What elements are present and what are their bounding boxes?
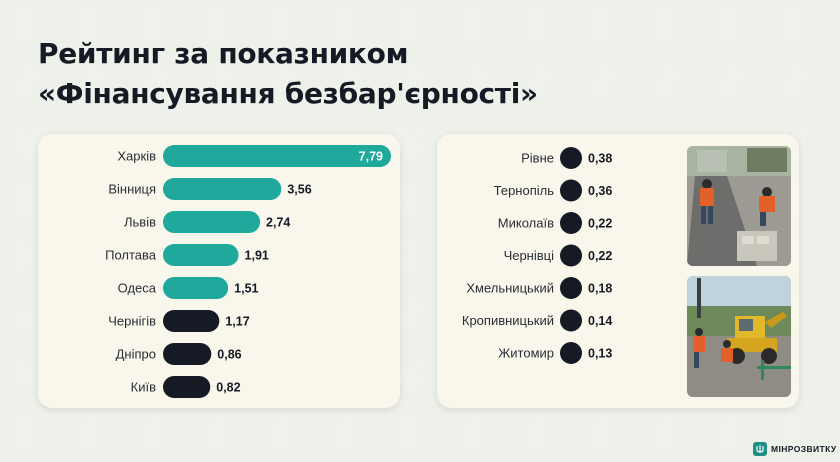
page-title: Рейтинг за показником «Фінансування безб…: [38, 34, 538, 114]
value-label: 1,17: [225, 315, 249, 329]
title-line-1: Рейтинг за показником: [38, 37, 409, 70]
ministry-logo: МІНРОЗВИТКУ: [753, 441, 837, 457]
value-label: 1,51: [234, 282, 258, 296]
category-label: Одеса: [118, 281, 157, 296]
bar: [560, 277, 582, 299]
trident-icon: [753, 442, 767, 456]
bar: [560, 147, 582, 169]
value-label: 0,86: [217, 348, 241, 362]
category-label: Житомир: [498, 346, 554, 361]
bar: [163, 277, 229, 299]
category-label: Рівне: [521, 151, 554, 166]
bar: [560, 309, 582, 332]
category-label: Харків: [117, 149, 156, 164]
photo-road-works: [687, 146, 791, 266]
category-label: Чернігів: [108, 314, 156, 329]
photo-excavator-works: [687, 276, 791, 397]
category-label: Полтава: [105, 248, 157, 263]
bar: [163, 178, 282, 200]
value-label: 0,22: [588, 217, 612, 231]
value-label: 0,13: [588, 347, 612, 361]
value-label: 0,82: [216, 381, 240, 395]
category-label: Львів: [124, 215, 156, 230]
category-label: Хмельницький: [466, 281, 554, 296]
value-label: 0,18: [588, 282, 612, 296]
category-label: Кропивницький: [462, 313, 554, 328]
bar: [560, 244, 582, 267]
value-label: 0,38: [588, 152, 612, 166]
bar: [163, 211, 261, 233]
value-label: 7,79: [359, 150, 383, 164]
value-label: 2,74: [266, 216, 290, 230]
category-label: Київ: [131, 380, 156, 395]
category-label: Чернівці: [504, 248, 555, 263]
category-label: Дніпро: [116, 347, 156, 362]
value-label: 0,14: [588, 314, 612, 328]
bar: [163, 244, 239, 266]
bar: [560, 212, 582, 234]
category-label: Вінниця: [108, 182, 156, 197]
logo-text: МІНРОЗВИТКУ: [771, 444, 837, 454]
value-label: 0,22: [588, 249, 612, 263]
bar: [163, 310, 220, 332]
bar: [163, 145, 391, 167]
bar: [560, 342, 582, 364]
category-label: Миколаїв: [498, 216, 554, 231]
value-label: 3,56: [287, 183, 311, 197]
value-label: 0,36: [588, 184, 612, 198]
bar: [163, 376, 211, 398]
bar: [163, 343, 212, 365]
value-label: 1,91: [245, 249, 269, 263]
title-line-2: «Фінансування безбар'єрності»: [38, 77, 538, 110]
category-label: Тернопіль: [494, 183, 555, 198]
bar: [560, 179, 582, 202]
